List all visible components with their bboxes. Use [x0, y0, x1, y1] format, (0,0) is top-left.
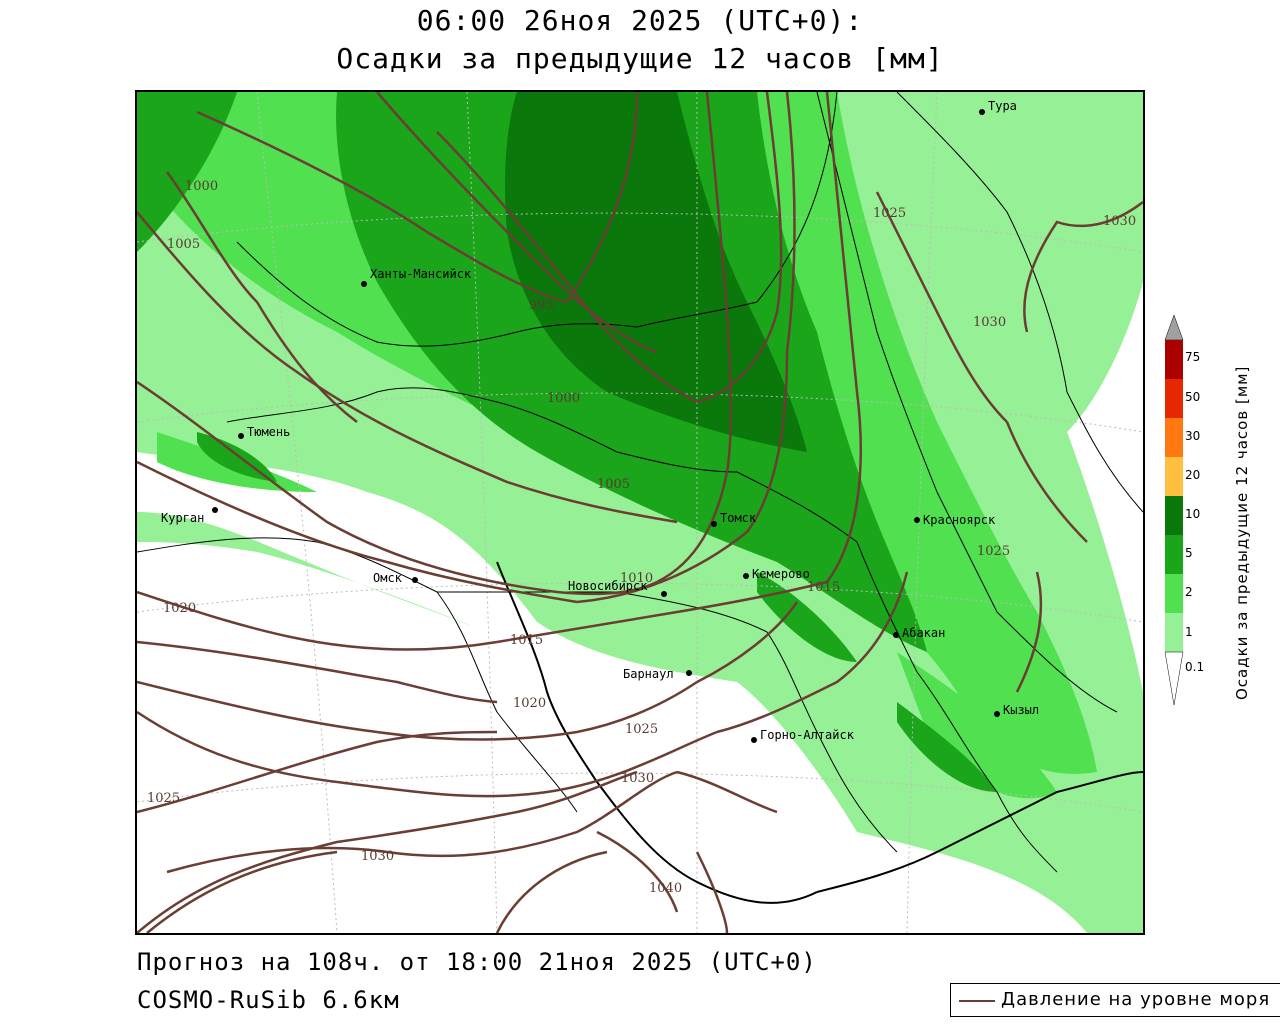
city-gorno-altaysk: Горно-Алтайск [751, 728, 855, 743]
map-title-variable: Осадки за предыдущие 12 часов [мм] [336, 42, 944, 75]
city-kyzyl: Кызыл [994, 703, 1039, 717]
city-abakan: Абакан [893, 626, 945, 640]
legend-bin-30-50 [1165, 379, 1183, 418]
legend-tick: 30 [1185, 429, 1200, 443]
isobar-label: 1025 [977, 544, 1010, 559]
svg-text:Омск: Омск [373, 571, 403, 585]
precipitation-map: Тура Ханты-Мансийск Тюмень Курган Омск Н… [135, 90, 1145, 935]
legend-bin-20-30 [1165, 418, 1183, 457]
isobar-label: 1005 [597, 477, 630, 492]
legend-tick: 75 [1185, 350, 1200, 364]
legend-cap-top [1164, 315, 1184, 341]
legend-title: Осадки за предыдущие 12 часов [мм] [1233, 365, 1251, 700]
isobar-label: 1000 [185, 179, 218, 194]
legend-tick: 20 [1185, 468, 1200, 482]
isobar-label: 1030 [973, 315, 1006, 330]
svg-text:Ханты-Мансийск: Ханты-Мансийск [370, 267, 472, 281]
svg-text:Барнаул: Барнаул [623, 667, 674, 681]
svg-text:Тура: Тура [988, 99, 1017, 113]
legend-tick: 1 [1185, 625, 1193, 639]
city-khanty-mansiysk: Ханты-Мансийск [361, 267, 472, 287]
map-title-time: 06:00 26ноя 2025 (UTC+0): [416, 4, 864, 37]
legend-bin-5-10 [1165, 496, 1183, 535]
svg-text:Тюмень: Тюмень [247, 425, 290, 439]
city-novosibirsk: Новосибирск [568, 579, 667, 597]
forecast-run-info: Прогноз на 108ч. от 18:00 21ноя 2025 (UT… [137, 948, 817, 976]
isobar-label: 1010 [620, 571, 653, 586]
precip-5-10-area [505, 92, 807, 452]
isobar-label: 1020 [163, 601, 196, 616]
city-krasnoyarsk: Красноярск [914, 513, 996, 527]
svg-text:Абакан: Абакан [902, 626, 945, 640]
isobar-label: 1025 [147, 791, 180, 806]
city-tura: Тура [979, 99, 1017, 115]
svg-text:Курган: Курган [161, 511, 204, 525]
isobar-label: 1025 [873, 206, 906, 221]
isobar-legend: Давление на уровне моря [950, 983, 1280, 1017]
legend-tick: 50 [1185, 390, 1200, 404]
isobar-labels: 1000 1005 995 1000 1005 1010 1015 1015 1… [147, 179, 1136, 896]
isobars [137, 92, 1143, 933]
legend-bin-10-20 [1165, 457, 1183, 496]
isobar-label: 1030 [361, 849, 394, 864]
map-canvas: Тура Ханты-Мансийск Тюмень Курган Омск Н… [137, 92, 1143, 933]
city-omsk: Омск [373, 571, 418, 585]
svg-text:Кемерово: Кемерово [752, 567, 810, 581]
svg-text:Красноярск: Красноярск [923, 513, 996, 527]
cities: Тура Ханты-Мансийск Тюмень Курган Омск Н… [161, 99, 1039, 743]
legend-bin-0.1-1 [1165, 613, 1183, 652]
legend-tick: 2 [1185, 585, 1193, 599]
svg-text:Томск: Томск [720, 511, 757, 525]
isobar-label: 1030 [1103, 214, 1136, 229]
city-barnaul: Барнаул [623, 667, 692, 681]
city-kurgan: Курган [161, 507, 218, 525]
isobar-label: 1040 [649, 881, 682, 896]
model-name: COSMO-RuSib 6.6км [137, 986, 400, 1014]
isobar-label: 1015 [510, 633, 543, 648]
legend-cap-bottom [1164, 651, 1184, 706]
city-tomsk: Томск [711, 511, 757, 527]
isobar-legend-label: Давление на уровне моря [1001, 989, 1271, 1010]
svg-text:Горно-Алтайск: Горно-Алтайск [760, 728, 855, 742]
color-scale-legend: 0.1 1 2 5 10 20 30 50 75 [1164, 315, 1204, 706]
legend-bin-2-5 [1165, 535, 1183, 574]
isobar-label: 1020 [513, 696, 546, 711]
isobar-label: 1005 [167, 237, 200, 252]
isobar-legend-line [959, 1000, 995, 1002]
isobar-label: 1015 [807, 580, 840, 595]
svg-text:Кызыл: Кызыл [1003, 703, 1039, 717]
graticule [137, 92, 1143, 933]
isobar-label: 1000 [547, 391, 580, 406]
legend-bin-50-75 [1165, 340, 1183, 379]
city-tyumen: Тюмень [238, 425, 290, 439]
legend-bin-1-2 [1165, 574, 1183, 613]
legend-tick: 10 [1185, 507, 1200, 521]
city-kemerovo: Кемерово [743, 567, 810, 581]
isobar-label: 1030 [621, 771, 654, 786]
svg-text:Новосибирск: Новосибирск [568, 579, 648, 593]
legend-tick: 5 [1185, 546, 1193, 560]
legend-tick: 0.1 [1185, 660, 1204, 674]
isobar-label: 995 [529, 298, 554, 313]
isobar-label: 1025 [625, 722, 658, 737]
